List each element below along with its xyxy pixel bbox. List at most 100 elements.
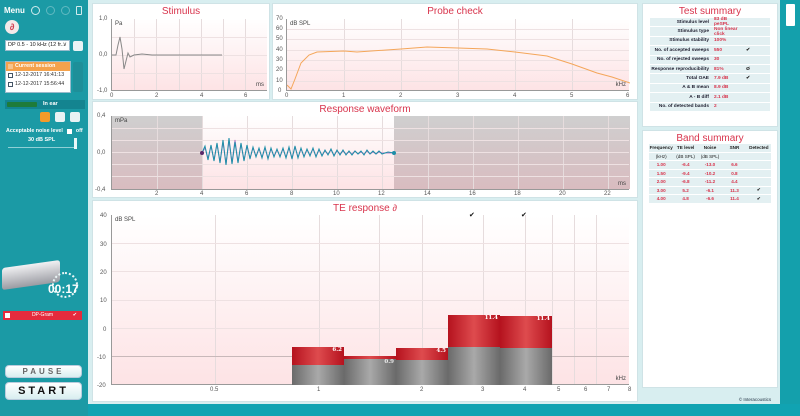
x-tick: 8: [628, 387, 632, 393]
te-bar-2000[interactable]: 4.5: [396, 348, 448, 385]
te-response-plot: 6.2 0.9 4.5 11.4 11.4 dB SPL kHz: [111, 215, 629, 385]
te-title: TE response: [333, 203, 390, 214]
x-tick: 2: [399, 93, 403, 99]
menu-button[interactable]: Menu: [4, 5, 25, 15]
checkbox[interactable]: [8, 82, 13, 87]
session-item[interactable]: 12-12-2017 16:41:13: [6, 71, 70, 80]
detected-check-icon: ✔: [469, 212, 475, 219]
settings-icon[interactable]: [45, 5, 55, 15]
exit-icon[interactable]: [75, 5, 82, 15]
snr-label: 11.4: [536, 316, 550, 322]
x-tick: 12: [378, 191, 385, 197]
table-row: 3.00 5.2 -6.1 11.3 ✔: [649, 186, 771, 195]
test-summary-panel: Test summary Stimulus level 83 dB peSPL S…: [642, 3, 778, 127]
x-tick: 6: [626, 93, 630, 99]
probe-fit-bar: [7, 102, 37, 107]
notes-icon[interactable]: [70, 112, 80, 122]
x-tick: 20: [559, 191, 566, 197]
compare-view-icon[interactable]: [55, 112, 65, 122]
te-bar-4000[interactable]: 11.4: [500, 316, 552, 385]
y-tick: 0,4: [97, 113, 106, 119]
stimulus-panel: Stimulus Pa ms 1,0 0,0 -1,0 0 2 4 6: [92, 3, 270, 100]
x-tick: 0: [110, 93, 114, 99]
test-item-label: DP-Gram: [31, 312, 54, 318]
test-item-dpgram[interactable]: DP-Gram ✔: [3, 311, 82, 320]
noise-level-control: Acceptable noise level off: [6, 128, 83, 134]
y-tick: 0: [278, 88, 282, 94]
x-tick: 3: [456, 93, 460, 99]
copyright-text: © Interacoustics: [738, 397, 772, 402]
checkbox[interactable]: [8, 73, 13, 78]
session-item-current[interactable]: Current session: [6, 62, 70, 71]
x-tick: 4: [200, 93, 204, 99]
x-tick: 1: [342, 93, 346, 99]
panel-title: Response waveform: [319, 104, 411, 115]
x-tick: 5: [557, 387, 561, 393]
snr-label: 6.2: [332, 347, 342, 353]
table-row: 4.00 4.8 -6.6 11.4 ✔: [649, 195, 771, 204]
summary-row: No. of rejected sweeps 30: [650, 55, 770, 65]
noise-segment: [344, 359, 396, 385]
x-tick: 8: [290, 191, 294, 197]
protocol-dropdown[interactable]: DP 0.5 - 10 kHz (12 fr... ∨: [5, 40, 70, 51]
x-tick: 18: [514, 191, 521, 197]
slider-thumb[interactable]: [74, 138, 77, 149]
y-unit: mPa: [115, 118, 128, 124]
x-tick: 4: [523, 387, 527, 393]
snr-label: 11.4: [484, 315, 498, 321]
x-tick: 16: [469, 191, 476, 197]
protocol-settings-icon[interactable]: [73, 41, 83, 51]
noise-toggle-checkbox[interactable]: [66, 128, 72, 134]
te-bar-1000[interactable]: 6.2: [292, 347, 344, 385]
y-tick: -1,0: [97, 88, 108, 94]
noise-level-value: 30 dB SPL: [28, 137, 56, 143]
te-bar-1500[interactable]: 0.9: [344, 356, 396, 385]
right-strip: [780, 0, 800, 404]
summary-row: Response reproducibility 81% Ø: [650, 64, 770, 75]
x-tick: 0.5: [210, 387, 219, 393]
x-tick: 4: [513, 93, 517, 99]
summary-row: A - B diff 2.1 dB: [650, 93, 770, 103]
x-tick: 3: [481, 387, 485, 393]
table-row: 2.00 -6.8 -11.2 4.4: [649, 178, 771, 187]
stimulus-plot: Pa ms: [111, 19, 267, 91]
report-icon[interactable]: [60, 5, 70, 15]
te-level-segment: [292, 347, 344, 365]
te-level-segment: [500, 316, 552, 348]
table-row: 1.00 -6.4 -13.0 6.6: [649, 161, 771, 170]
ear-selector-right-icon[interactable]: ∂: [5, 20, 19, 34]
probe-check-panel: Probe check dB SPL kHz 70 60 50 40 30 20…: [272, 3, 638, 100]
pause-button[interactable]: PAUSE: [5, 365, 82, 378]
x-tick: 6: [244, 93, 248, 99]
ear-indicator-icon: ∂: [392, 203, 397, 213]
logo-tag: [786, 4, 795, 26]
y-unit: Pa: [115, 21, 123, 27]
te-bar-3000[interactable]: 11.4: [448, 315, 500, 385]
start-button[interactable]: START: [5, 382, 82, 400]
session-scrollbar[interactable]: [73, 62, 83, 92]
sidebar: Menu ∂ DP 0.5 - 10 kHz (12 fr... ∨ Curre…: [0, 0, 88, 416]
x-tick: 2: [420, 387, 424, 393]
checkbox[interactable]: [5, 313, 10, 318]
checkbox[interactable]: [8, 64, 13, 69]
x-tick: 2: [155, 191, 159, 197]
y-tick: 10: [100, 298, 107, 304]
y-tick: -0,4: [95, 187, 106, 193]
slider-track[interactable]: [8, 147, 76, 148]
x-tick: 7: [607, 387, 611, 393]
test-summary-table: Stimulus level 83 dB peSPL Stimulus type N…: [650, 17, 770, 112]
session-label: Current session: [15, 63, 56, 69]
protocol-value: DP 0.5 - 10 kHz (12 fr...: [8, 42, 66, 48]
single-view-icon[interactable]: [40, 112, 50, 122]
summary-row: A & B mean 8.9 dB: [650, 83, 770, 94]
probe-curve: [287, 46, 630, 90]
timer-ring-icon: [52, 272, 78, 298]
help-icon[interactable]: [30, 5, 40, 15]
y-tick: 0: [103, 327, 107, 333]
x-tick: 6: [245, 191, 249, 197]
x-tick: 4: [200, 191, 204, 197]
y-tick: 20: [100, 270, 107, 276]
noise-level-slider[interactable]: 30 dB SPL: [6, 137, 82, 151]
waveform-plot: mPa ms: [111, 116, 630, 190]
session-item[interactable]: 12-12-2017 15:56:44: [6, 80, 70, 89]
